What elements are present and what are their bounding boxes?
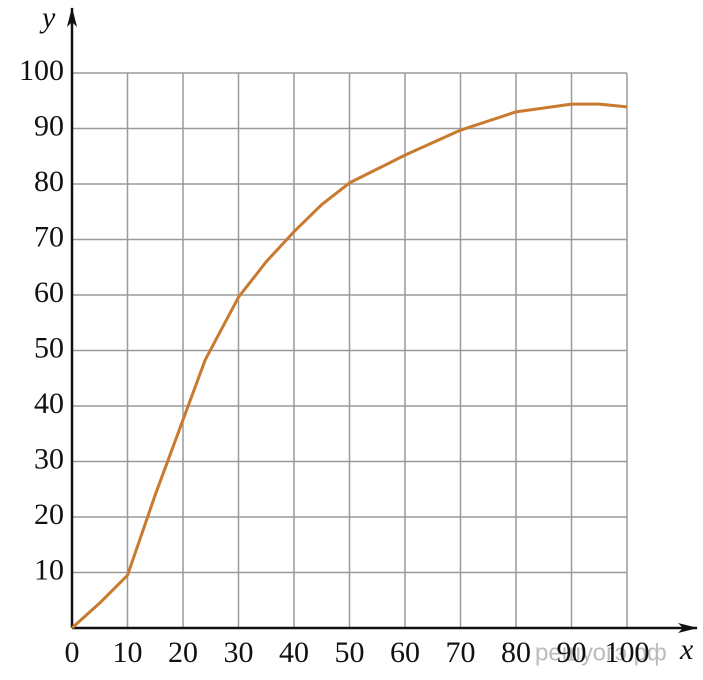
x-tick-label: 60	[390, 636, 420, 669]
grid	[71, 72, 628, 628]
watermark: решуогэ.рф	[535, 639, 667, 666]
y-tick-label: 20	[34, 498, 64, 531]
y-tick-label: 30	[34, 442, 64, 475]
y-tick-label: 70	[34, 220, 64, 253]
x-tick-label: 90	[557, 636, 587, 669]
y-tick-label: 80	[34, 165, 64, 198]
x-tick-label: 10	[113, 636, 143, 669]
x-axis-label: x	[679, 633, 694, 666]
x-tick-label: 50	[335, 636, 365, 669]
x-tick-label: 30	[224, 636, 254, 669]
y-tick-label: 60	[34, 276, 64, 309]
y-axis-label: y	[39, 1, 56, 34]
x-tick-label: 100	[605, 636, 650, 669]
y-tick-label: 10	[34, 553, 64, 586]
data-line	[70, 102, 628, 630]
y-tick-label: 100	[19, 54, 64, 87]
x-tick-label: 40	[279, 636, 309, 669]
y-tick-label: 50	[34, 331, 64, 364]
x-tick-label: 0	[65, 636, 80, 669]
x-tick-label: 70	[446, 636, 476, 669]
y-tick-label: 40	[34, 387, 64, 420]
y-tick-label: 90	[34, 109, 64, 142]
x-tick-label: 20	[168, 636, 198, 669]
x-tick-label: 80	[501, 636, 531, 669]
